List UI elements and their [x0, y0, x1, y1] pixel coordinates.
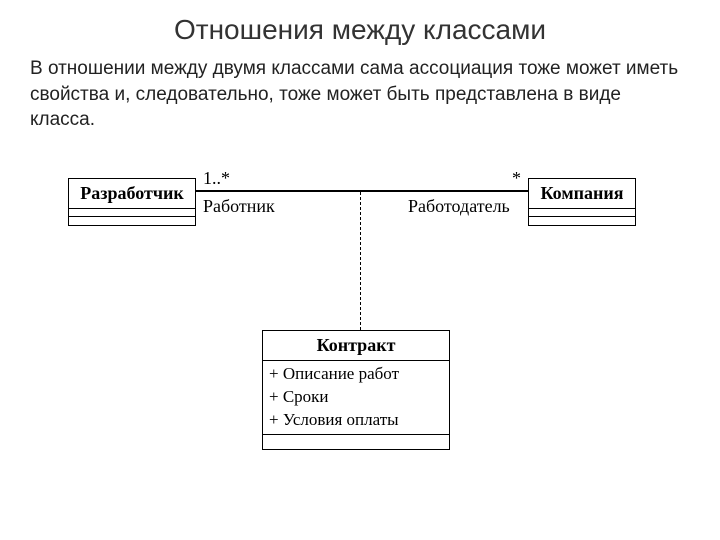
class-contract: Контракт + Описание работ + Сроки + Усло…	[262, 330, 450, 450]
class-developer-operations	[69, 217, 195, 225]
page-subtitle: В отношении между двумя классами сама ас…	[30, 56, 690, 133]
class-developer-name: Разработчик	[69, 179, 195, 209]
attribute-row: + Сроки	[269, 386, 443, 409]
class-company-operations	[529, 217, 635, 225]
role-right: Работодатель	[408, 196, 510, 217]
page-title: Отношения между классами	[0, 14, 720, 46]
role-left: Работник	[203, 196, 275, 217]
class-contract-attributes: + Описание работ + Сроки + Условия оплат…	[263, 361, 449, 435]
multiplicity-left: 1..*	[203, 168, 230, 189]
class-contract-name: Контракт	[263, 331, 449, 361]
association-line	[196, 190, 528, 192]
class-contract-operations	[263, 435, 449, 449]
class-developer-attributes	[69, 209, 195, 217]
association-dashed-link	[360, 192, 361, 330]
attribute-row: + Условия оплаты	[269, 409, 443, 432]
attribute-row: + Описание работ	[269, 363, 443, 386]
class-developer: Разработчик	[68, 178, 196, 226]
class-company: Компания	[528, 178, 636, 226]
class-company-name: Компания	[529, 179, 635, 209]
multiplicity-right: *	[512, 168, 521, 189]
class-company-attributes	[529, 209, 635, 217]
